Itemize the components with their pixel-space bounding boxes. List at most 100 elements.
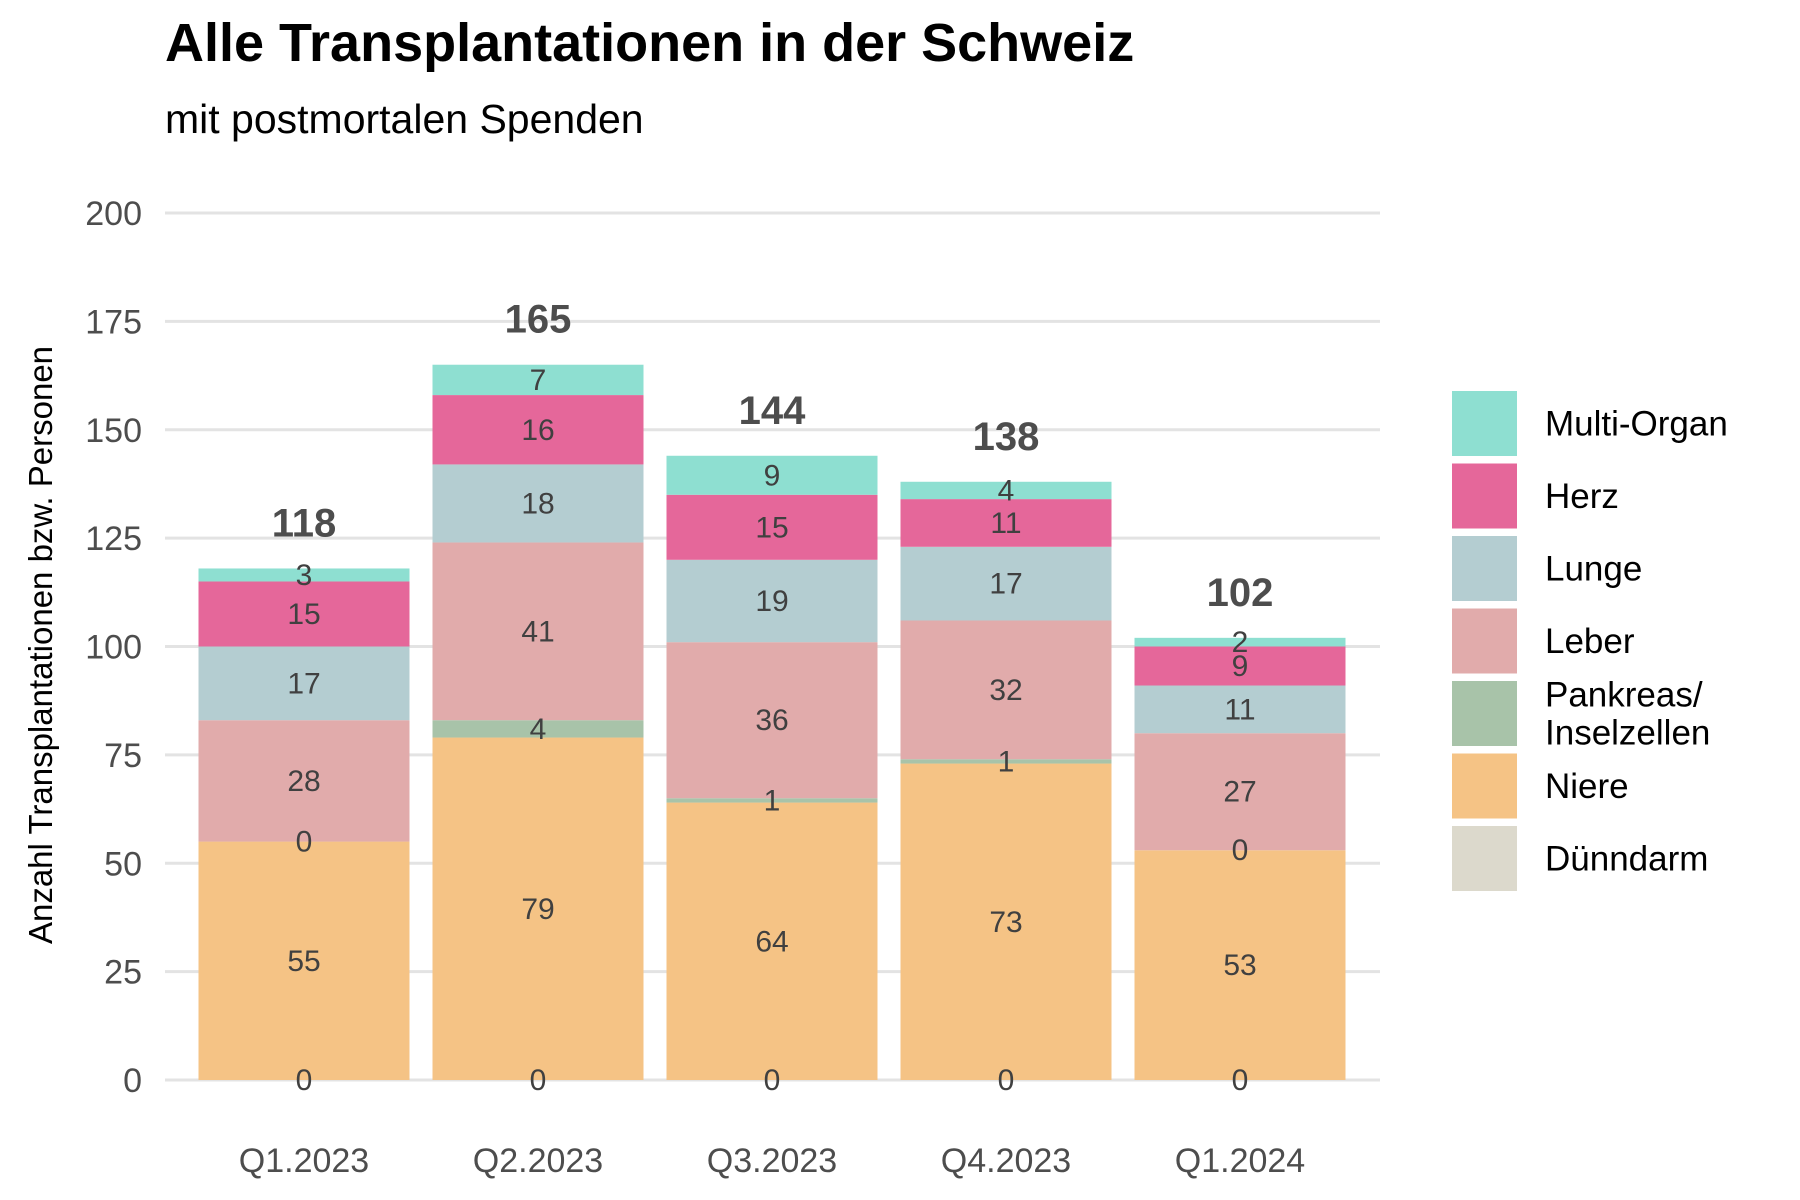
bar-segment-multi-organ-q1-2023 (198, 568, 410, 582)
total-label: 138 (973, 415, 1040, 459)
bar-segment-niere-q1-2023 (198, 841, 410, 1080)
total-label: 144 (739, 389, 806, 433)
y-tick-label: 125 (85, 520, 142, 558)
legend-label-pankreas-inselzellen: Pankreas/Inselzellen (1545, 676, 1710, 753)
bar-segment-leber-q1-2024 (1134, 733, 1346, 851)
data-label-niere: 53 (1223, 949, 1256, 982)
y-tick-label: 150 (85, 412, 142, 450)
data-label-leber: 27 (1223, 776, 1256, 809)
bar-segment-multi-organ-q2-2023 (432, 364, 644, 396)
legend-key-multi-organ (1452, 391, 1517, 456)
data-label-multi-organ: 4 (998, 474, 1015, 507)
y-tick-label: 25 (104, 954, 142, 992)
data-label-multi-organ: 2 (1232, 626, 1249, 659)
data-label-herz: 11 (990, 507, 1021, 540)
data-label-lunge: 17 (989, 568, 1022, 601)
x-tick-label: Q2.2023 (473, 1142, 603, 1180)
y-tick-label: 75 (104, 737, 142, 775)
legend-label-multi-organ: Multi-Organ (1545, 405, 1728, 444)
data-label-herz: 9 (1232, 650, 1249, 683)
legend-key-niere (1452, 753, 1517, 819)
data-label-lunge: 19 (755, 585, 788, 618)
data-label-herz: 15 (287, 598, 320, 631)
total-label: 165 (505, 298, 572, 342)
bar-segment-pankreas-inselzellen-q4-2023 (900, 759, 1112, 764)
data-label-pankreas-inselzellen: 4 (530, 713, 547, 746)
data-label-dünndarm: 0 (764, 1064, 781, 1097)
data-label-leber: 36 (755, 704, 788, 737)
x-tick-label: Q3.2023 (707, 1142, 837, 1180)
legend-key-pankreas-inselzellen (1452, 681, 1517, 746)
bar-segment-herz-q4-2023 (900, 499, 1112, 547)
bar-segment-niere-q1-2024 (1134, 850, 1346, 1080)
bar-segment-multi-organ-q4-2023 (900, 481, 1112, 500)
data-label-lunge: 11 (1224, 693, 1255, 726)
legend-key-herz (1452, 463, 1517, 529)
data-label-dünndarm: 0 (296, 1064, 313, 1097)
bar-segment-pankreas-inselzellen-q2-2023 (432, 720, 644, 738)
bar-segment-leber-q4-2023 (900, 620, 1112, 760)
bar-segment-niere-q2-2023 (432, 737, 644, 1080)
data-label-pankreas-inselzellen: 1 (764, 784, 781, 817)
y-tick-label: 175 (85, 303, 142, 341)
bars (198, 364, 1346, 1080)
data-label-multi-organ: 3 (296, 559, 313, 592)
data-label-leber: 28 (287, 765, 320, 798)
data-label-leber: 32 (989, 674, 1022, 707)
data-label-niere: 79 (521, 893, 554, 926)
data-label-dünndarm: 0 (998, 1064, 1015, 1097)
bar-segment-lunge-q4-2023 (900, 546, 1112, 621)
data-label-herz: 15 (755, 511, 788, 544)
data-label-pankreas-inselzellen: 0 (296, 826, 313, 859)
bar-segment-niere-q3-2023 (666, 802, 878, 1080)
legend-label-lunge: Lunge (1545, 550, 1642, 589)
bar-segment-leber-q2-2023 (432, 542, 644, 721)
y-tick-label: 50 (104, 845, 142, 883)
data-label-pankreas-inselzellen: 0 (1232, 834, 1249, 867)
x-tick-label: Q1.2023 (239, 1142, 369, 1180)
data-label-dünndarm: 0 (530, 1064, 547, 1097)
chart-title: Alle Transplantationen in der Schweiz (165, 13, 1135, 73)
data-label-dünndarm: 0 (1232, 1064, 1249, 1097)
bar-segment-herz-q1-2023 (198, 581, 410, 647)
y-tick-label: 100 (85, 629, 142, 667)
total-label: 102 (1207, 571, 1274, 615)
bar-segment-herz-q2-2023 (432, 395, 644, 465)
x-tick-label: Q1.2024 (1175, 1142, 1305, 1180)
data-label-niere: 73 (989, 906, 1022, 939)
bar-segment-multi-organ-q3-2023 (666, 455, 878, 495)
legend-label-herz: Herz (1545, 477, 1619, 516)
total-label: 118 (272, 501, 337, 545)
bar-segment-leber-q3-2023 (666, 642, 878, 799)
legend-key-leber (1452, 608, 1517, 674)
bar-segment-leber-q1-2023 (198, 720, 410, 842)
legend-label-niere: Niere (1545, 767, 1629, 806)
bar-segment-herz-q1-2024 (1134, 646, 1346, 686)
data-labels: 0550281715311807944118167165064136191591… (272, 298, 1274, 1097)
y-tick-label: 200 (85, 195, 142, 233)
legend-key-lunge (1452, 536, 1517, 601)
data-label-herz: 16 (521, 414, 554, 447)
y-tick-label: 0 (123, 1062, 142, 1100)
data-label-multi-organ: 7 (530, 364, 547, 397)
data-label-niere: 55 (287, 945, 320, 978)
bar-segment-lunge-q1-2024 (1134, 685, 1346, 734)
bar-segment-herz-q3-2023 (666, 494, 878, 560)
bar-segment-lunge-q3-2023 (666, 559, 878, 643)
data-label-pankreas-inselzellen: 1 (998, 745, 1015, 778)
data-label-leber: 41 (521, 615, 554, 648)
bar-segment-niere-q4-2023 (900, 763, 1112, 1080)
data-label-niere: 64 (755, 925, 788, 958)
data-label-lunge: 17 (287, 667, 320, 700)
bar-segment-lunge-q2-2023 (432, 464, 644, 543)
bar-segment-multi-organ-q1-2024 (1134, 637, 1346, 647)
legend-label-leber: Leber (1545, 622, 1635, 661)
legend: Multi-Organ Herz Lunge Leber Pankreas/Inselz… (1452, 391, 1728, 891)
chart-subtitle: mit postmortalen Spenden (165, 96, 644, 142)
legend-key-dünndarm (1452, 826, 1517, 891)
data-label-multi-organ: 9 (764, 459, 781, 492)
legend-label-dünndarm: Dünndarm (1545, 840, 1708, 879)
bar-segment-pankreas-inselzellen-q3-2023 (666, 798, 878, 803)
